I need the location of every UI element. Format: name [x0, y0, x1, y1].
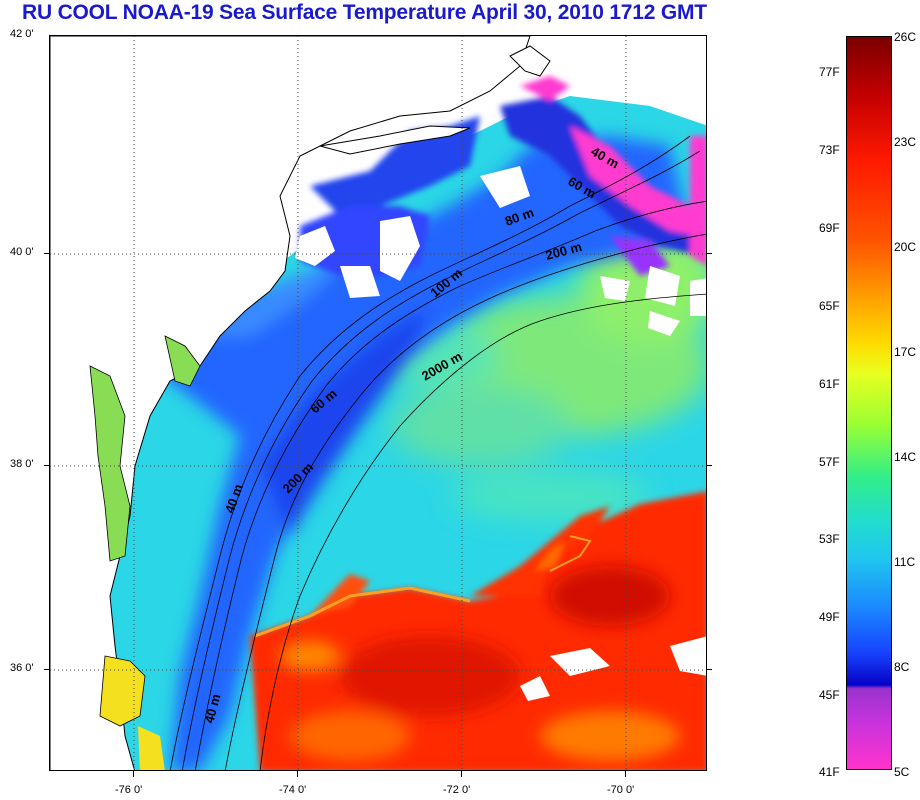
colorbar-f-label: 73F: [819, 143, 840, 157]
sst-map: 40 m 60 m 200 m 2000 m 100 m 80 m 60 m 4…: [49, 35, 707, 771]
colorbar-f-label: 41F: [819, 765, 840, 779]
depth-label: 40 m: [201, 692, 223, 725]
y-tick: [44, 253, 49, 254]
x-axis-label: -76 0': [115, 784, 143, 796]
y-tick-right: [707, 669, 712, 670]
colorbar-c-label: 23C: [894, 135, 917, 149]
colorbar-c-label: 14C: [894, 450, 917, 464]
x-axis-label: -70 0': [607, 784, 635, 796]
y-tick-right: [707, 253, 712, 254]
colorbar-f-label: 65F: [819, 299, 840, 313]
colorbar-f-label: 69F: [819, 221, 840, 235]
colorbar-f-label: 45F: [819, 688, 840, 702]
colorbar-c-label: 17C: [894, 345, 917, 359]
y-tick-right: [707, 465, 712, 466]
colorbar-c-label: 8C: [894, 660, 910, 674]
y-axis-label: 40 0': [10, 246, 34, 258]
y-tick: [44, 465, 49, 466]
temperature-colorbar: [846, 36, 892, 770]
colorbar-f-label: 61F: [819, 377, 840, 391]
y-tick: [44, 669, 49, 670]
colorbar-c-label: 26C: [894, 30, 917, 44]
colorbar-f-label: 77F: [819, 65, 840, 79]
x-tick: [133, 771, 134, 777]
sst-map-graphic: 40 m 60 m 200 m 2000 m 100 m 80 m 60 m 4…: [50, 36, 706, 770]
x-tick: [297, 771, 298, 777]
colorbar-c-label: 5C: [894, 765, 910, 779]
x-tick: [625, 771, 626, 777]
y-axis-label: 36 0': [10, 662, 34, 674]
y-axis-label: 42 0': [10, 28, 34, 40]
x-axis-label: -74 0': [279, 784, 307, 796]
colorbar-c-label: 11C: [894, 555, 916, 569]
map-title: RU COOL NOAA-19 Sea Surface Temperature …: [22, 1, 707, 24]
colorbar-f-label: 49F: [819, 610, 840, 624]
colorbar-f-label: 53F: [819, 532, 840, 546]
colorbar-f-label: 57F: [819, 455, 840, 469]
colorbar-c-label: 20C: [894, 240, 917, 254]
x-axis-label: -72 0': [443, 784, 471, 796]
y-axis-label: 38 0': [10, 458, 34, 470]
x-tick: [461, 771, 462, 777]
